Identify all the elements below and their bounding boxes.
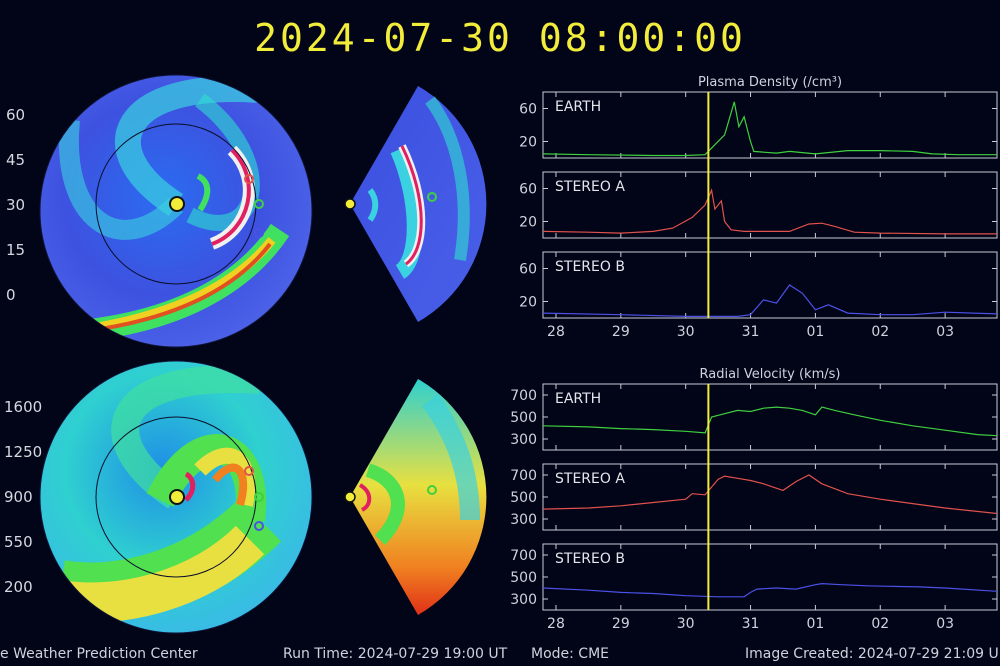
density-scale-label: 45 xyxy=(6,151,26,169)
velocity-scale-label: 200 xyxy=(4,578,33,596)
datetime-title: 2024-07-30 08:00:00 xyxy=(254,16,746,60)
x-tick-label: 31 xyxy=(742,616,760,632)
simulation-maps xyxy=(39,74,487,634)
x-tick-label: 03 xyxy=(936,324,954,340)
series-line xyxy=(542,101,997,157)
y-tick-label: 300 xyxy=(510,432,537,448)
sun-marker xyxy=(169,196,185,212)
velocity-scale-label: 550 xyxy=(4,533,33,551)
x-tick-label: 29 xyxy=(612,616,630,632)
sun-marker xyxy=(169,489,185,505)
density-scale-label: 15 xyxy=(6,241,26,259)
density-scale-label: 60 xyxy=(6,106,26,124)
stereo-a-marker xyxy=(244,174,254,184)
panel-label: STEREO A xyxy=(555,471,625,487)
velocity-meridional-map xyxy=(350,379,487,615)
footer-created: Image Created: 2024-07-29 21:09 U xyxy=(745,646,999,662)
y-tick-label: 20 xyxy=(519,215,537,231)
x-tick-label: 28 xyxy=(547,616,565,632)
y-tick-label: 60 xyxy=(519,262,537,278)
footer: e Weather Prediction Center Run Time: 20… xyxy=(0,646,1000,666)
x-tick-label: 03 xyxy=(936,616,954,632)
y-tick-label: 60 xyxy=(519,102,537,118)
earth-marker xyxy=(254,492,264,502)
series-line xyxy=(542,582,998,598)
earth-marker xyxy=(254,199,264,209)
series-line xyxy=(542,474,998,515)
panel-label: STEREO B xyxy=(555,259,625,275)
y-tick-label: 700 xyxy=(510,548,537,564)
panel-frame xyxy=(542,171,998,239)
y-tick-label: 300 xyxy=(510,592,537,608)
panel-label: STEREO A xyxy=(555,179,625,195)
earth-marker xyxy=(427,192,437,202)
x-tick-label: 02 xyxy=(871,616,889,632)
chart-title: Radial Velocity (km/s) xyxy=(700,367,841,382)
density-ecliptic-map xyxy=(40,75,312,347)
panel-label: EARTH xyxy=(555,391,601,407)
y-tick-label: 700 xyxy=(510,468,537,484)
x-tick-label: 31 xyxy=(742,324,760,340)
series-line xyxy=(542,188,997,235)
velocity-scale-label: 900 xyxy=(4,488,33,506)
velocity-scale-label: 1250 xyxy=(4,443,43,461)
x-tick-label: 02 xyxy=(871,324,889,340)
timeseries-charts: Plasma Density (/cm³) 20 60 EARTH 20 60 STEREO… xyxy=(510,75,998,632)
footer-run-time: Run Time: 2024-07-29 19:00 UT xyxy=(283,646,508,662)
panel-frame xyxy=(542,251,998,319)
footer-center: e Weather Prediction Center xyxy=(0,646,198,662)
earth-marker xyxy=(427,485,437,495)
y-tick-label: 500 xyxy=(510,570,537,586)
panel-frame xyxy=(542,91,998,159)
density-scale-label: 30 xyxy=(6,196,26,214)
y-tick-label: 700 xyxy=(510,388,537,404)
sun-marker xyxy=(344,491,356,503)
y-tick-label: 500 xyxy=(510,490,537,506)
series-line xyxy=(542,406,998,437)
x-tick-label: 28 xyxy=(547,324,565,340)
panel-frame xyxy=(542,383,998,451)
y-tick-label: 60 xyxy=(519,182,537,198)
x-tick-label: 30 xyxy=(677,616,695,632)
series-line xyxy=(542,284,998,317)
x-tick-label: 01 xyxy=(806,616,824,632)
x-tick-label: 01 xyxy=(806,324,824,340)
velocity-scale-label: 1600 xyxy=(4,398,43,416)
y-tick-label: 20 xyxy=(519,135,537,151)
panel-label: EARTH xyxy=(555,99,601,115)
stereo-b-marker xyxy=(254,228,264,238)
y-tick-label: 300 xyxy=(510,512,537,528)
stereo-b-marker xyxy=(254,521,264,531)
y-tick-label: 500 xyxy=(510,410,537,426)
x-tick-label: 30 xyxy=(677,324,695,340)
chart-title: Plasma Density (/cm³) xyxy=(698,75,842,90)
footer-mode: Mode: CME xyxy=(531,646,610,662)
stereo-a-marker xyxy=(244,466,254,476)
panel-label: STEREO B xyxy=(555,551,625,567)
sun-marker xyxy=(344,198,356,210)
x-tick-label: 29 xyxy=(612,324,630,340)
density-scale-label: 0 xyxy=(6,286,16,304)
y-tick-label: 20 xyxy=(519,295,537,311)
density-meridional-map xyxy=(350,86,487,322)
